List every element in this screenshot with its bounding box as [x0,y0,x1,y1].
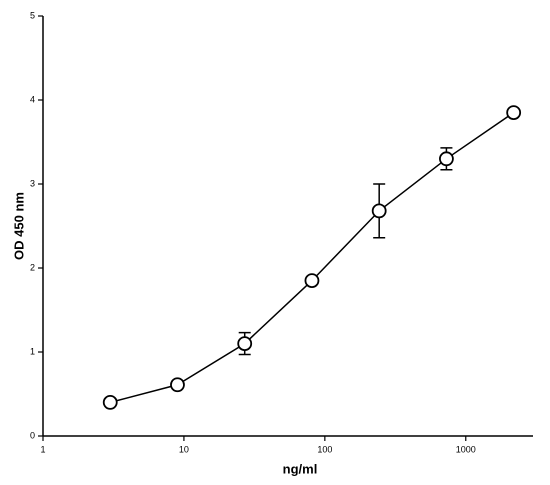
x-tick-label: 1000 [456,444,476,454]
data-point [304,273,320,289]
data-point [439,151,454,167]
data-point [102,394,118,410]
data-point [371,203,387,219]
x-tick-label: 1 [40,444,45,454]
data-point [237,336,253,352]
data-point [506,105,522,120]
y-tick-label: 3 [30,178,35,188]
x-tick-label: 10 [179,444,189,454]
x-tick-label: 100 [317,444,332,454]
y-tick-label: 1 [30,346,35,356]
y-axis-title: OD 450 nm [11,192,26,260]
y-tick-label: 4 [30,94,35,104]
y-tick-label: 0 [30,430,35,440]
data-point [170,377,185,393]
y-tick-label: 2 [30,262,35,272]
y-tick-label: 5 [30,10,35,20]
x-axis-title: ng/ml [283,461,318,476]
